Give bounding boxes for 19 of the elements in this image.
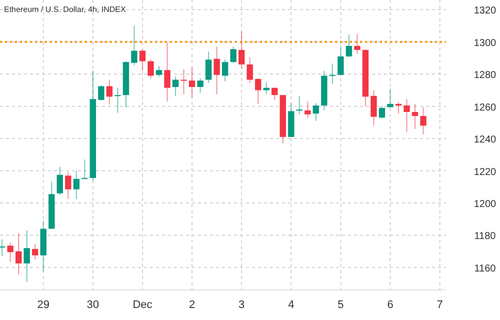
y-tick-label: 1160 [474, 263, 496, 274]
x-tick-label: 3 [238, 299, 245, 311]
x-tick-label: 30 [86, 299, 100, 311]
x-tick-label: 4 [288, 299, 294, 311]
x-tick-label: 2 [188, 299, 196, 311]
x-tick-label: 7 [436, 299, 443, 311]
y-tick-label: 1300 [474, 38, 497, 49]
y-tick-label: 1200 [474, 199, 497, 210]
y-tick-label: 1280 [474, 70, 497, 82]
y-tick-label: 1240 [474, 134, 497, 146]
y-tick-label: 1220 [474, 166, 497, 178]
y-tick-label: 1180 [474, 231, 496, 242]
y-tick-label: 1320 [474, 6, 497, 17]
y-tick-label: 1260 [474, 102, 497, 114]
text: Ethereum / U.S. Dollar, 4h, INDEX [4, 5, 126, 14]
x-tick-label: 6 [387, 299, 394, 311]
x-tick-label: 5 [338, 299, 344, 311]
x-tick-label: 29 [37, 299, 50, 311]
x-tick-label: Dec [132, 299, 153, 311]
